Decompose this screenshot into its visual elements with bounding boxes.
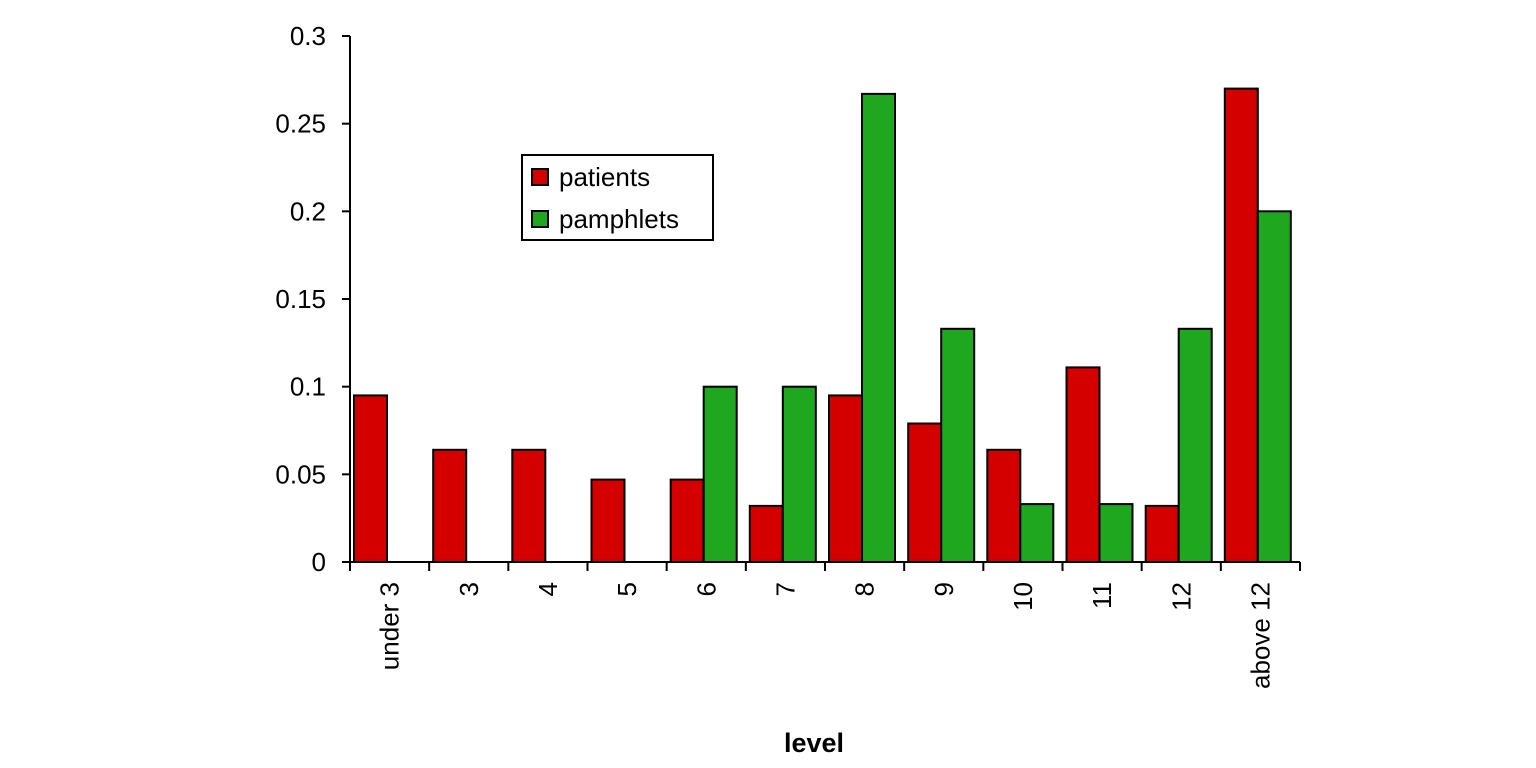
bar-patients-8 — [828, 394, 863, 563]
y-tick-label: 0 — [312, 547, 326, 577]
legend-label-pamphlets: pamphlets — [559, 204, 679, 234]
bar-pamphlets-10 — [1019, 503, 1055, 564]
x-tick-label: 8 — [850, 582, 880, 596]
legend-swatch-pamphlets — [531, 210, 549, 228]
bar-patients-9 — [907, 422, 943, 563]
x-axis: under 3 3 4 5 6 7 8 9 10 11 12 above 12 — [349, 561, 1301, 689]
legend-label-patients: patients — [559, 162, 650, 192]
x-tick-label: under 3 — [375, 582, 405, 670]
bar-patients-5 — [590, 478, 626, 564]
bar-patients-7 — [748, 504, 784, 563]
legend: patients pamphlets — [521, 154, 714, 241]
bar-pamphlets-above-12 — [1256, 210, 1292, 564]
bar-pamphlets-7 — [781, 385, 817, 564]
y-axis: 0 0.05 0.1 0.15 0.2 0.25 0.3 — [275, 21, 351, 577]
legend-swatch-patients — [531, 168, 549, 186]
bar-patients-10 — [986, 448, 1022, 563]
x-tick-label: 7 — [770, 582, 800, 596]
x-tick-label: above 12 — [1245, 582, 1275, 689]
x-tick-label: 4 — [533, 582, 563, 596]
bar-patients-6 — [669, 478, 705, 564]
y-tick-label: 0.25 — [275, 109, 326, 139]
y-tick-label: 0.2 — [290, 196, 326, 226]
x-tick-label: 11 — [1087, 582, 1117, 609]
bar-pamphlets-9 — [940, 327, 976, 563]
bar-patients-under-3 — [353, 394, 388, 563]
bar-pamphlets-12 — [1177, 327, 1213, 563]
bars-group — [353, 87, 1292, 564]
bar-patients-above-12 — [1223, 87, 1259, 563]
bar-pamphlets-8 — [861, 92, 896, 564]
bar-patients-4 — [511, 448, 547, 563]
bar-pamphlets-11 — [1098, 503, 1134, 564]
bar-patients-3 — [432, 448, 468, 563]
y-tick-label: 0.1 — [290, 372, 326, 402]
x-tick-label: 5 — [612, 582, 642, 596]
bar-patients-11 — [1065, 366, 1101, 563]
x-tick-label: 3 — [454, 582, 484, 596]
y-tick-label: 0.3 — [290, 21, 326, 51]
x-axis-title: level — [784, 728, 844, 758]
x-tick-label: 10 — [1008, 582, 1038, 611]
x-tick-label: 9 — [929, 582, 959, 596]
x-tick-label: 12 — [1166, 582, 1196, 611]
y-tick-label: 0.15 — [275, 284, 326, 314]
bar-patients-12 — [1144, 504, 1180, 563]
legend-box — [521, 154, 714, 241]
y-tick-label: 0.05 — [275, 459, 326, 489]
x-tick-label: 6 — [691, 582, 721, 596]
bar-pamphlets-6 — [702, 385, 738, 564]
